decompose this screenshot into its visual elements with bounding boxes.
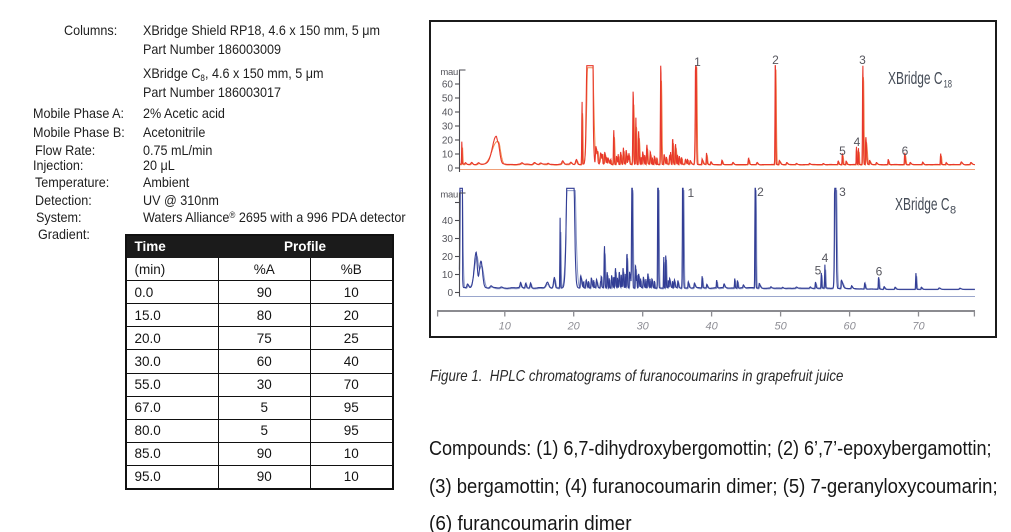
svg-text:20: 20 — [442, 252, 454, 263]
svg-text:6: 6 — [902, 144, 909, 158]
svg-text:20: 20 — [442, 135, 454, 146]
svg-text:10: 10 — [499, 321, 512, 333]
svg-text:5: 5 — [839, 144, 846, 158]
svg-text:3: 3 — [859, 53, 866, 67]
svg-text:30: 30 — [637, 321, 650, 333]
svg-text:10: 10 — [442, 270, 454, 281]
svg-text:XBridge C: XBridge C — [888, 68, 943, 88]
svg-text:8: 8 — [950, 205, 956, 217]
svg-text:30: 30 — [442, 234, 454, 245]
svg-text:0: 0 — [447, 288, 453, 299]
svg-text:XBridge C: XBridge C — [895, 194, 950, 214]
svg-text:40: 40 — [705, 321, 718, 333]
svg-text:mau: mau — [440, 190, 458, 201]
svg-text:10: 10 — [442, 149, 454, 160]
svg-text:50: 50 — [774, 321, 787, 333]
svg-text:60: 60 — [442, 79, 454, 90]
svg-text:mau: mau — [440, 67, 458, 78]
svg-text:3: 3 — [839, 185, 846, 199]
svg-text:40: 40 — [442, 216, 454, 227]
svg-text:60: 60 — [843, 321, 856, 333]
svg-text:18: 18 — [944, 79, 953, 91]
svg-text:6: 6 — [876, 265, 883, 279]
svg-text:70: 70 — [912, 321, 925, 333]
svg-text:50: 50 — [442, 93, 454, 104]
svg-text:5: 5 — [815, 264, 822, 278]
svg-text:2: 2 — [757, 185, 764, 199]
svg-text:20: 20 — [567, 321, 581, 333]
svg-text:4: 4 — [854, 135, 861, 149]
svg-text:40: 40 — [442, 107, 454, 118]
svg-text:0: 0 — [447, 163, 453, 174]
svg-text:30: 30 — [442, 121, 454, 132]
svg-text:1: 1 — [694, 55, 701, 69]
svg-text:2: 2 — [772, 53, 779, 67]
svg-text:4: 4 — [822, 251, 829, 265]
svg-text:1: 1 — [687, 186, 694, 200]
